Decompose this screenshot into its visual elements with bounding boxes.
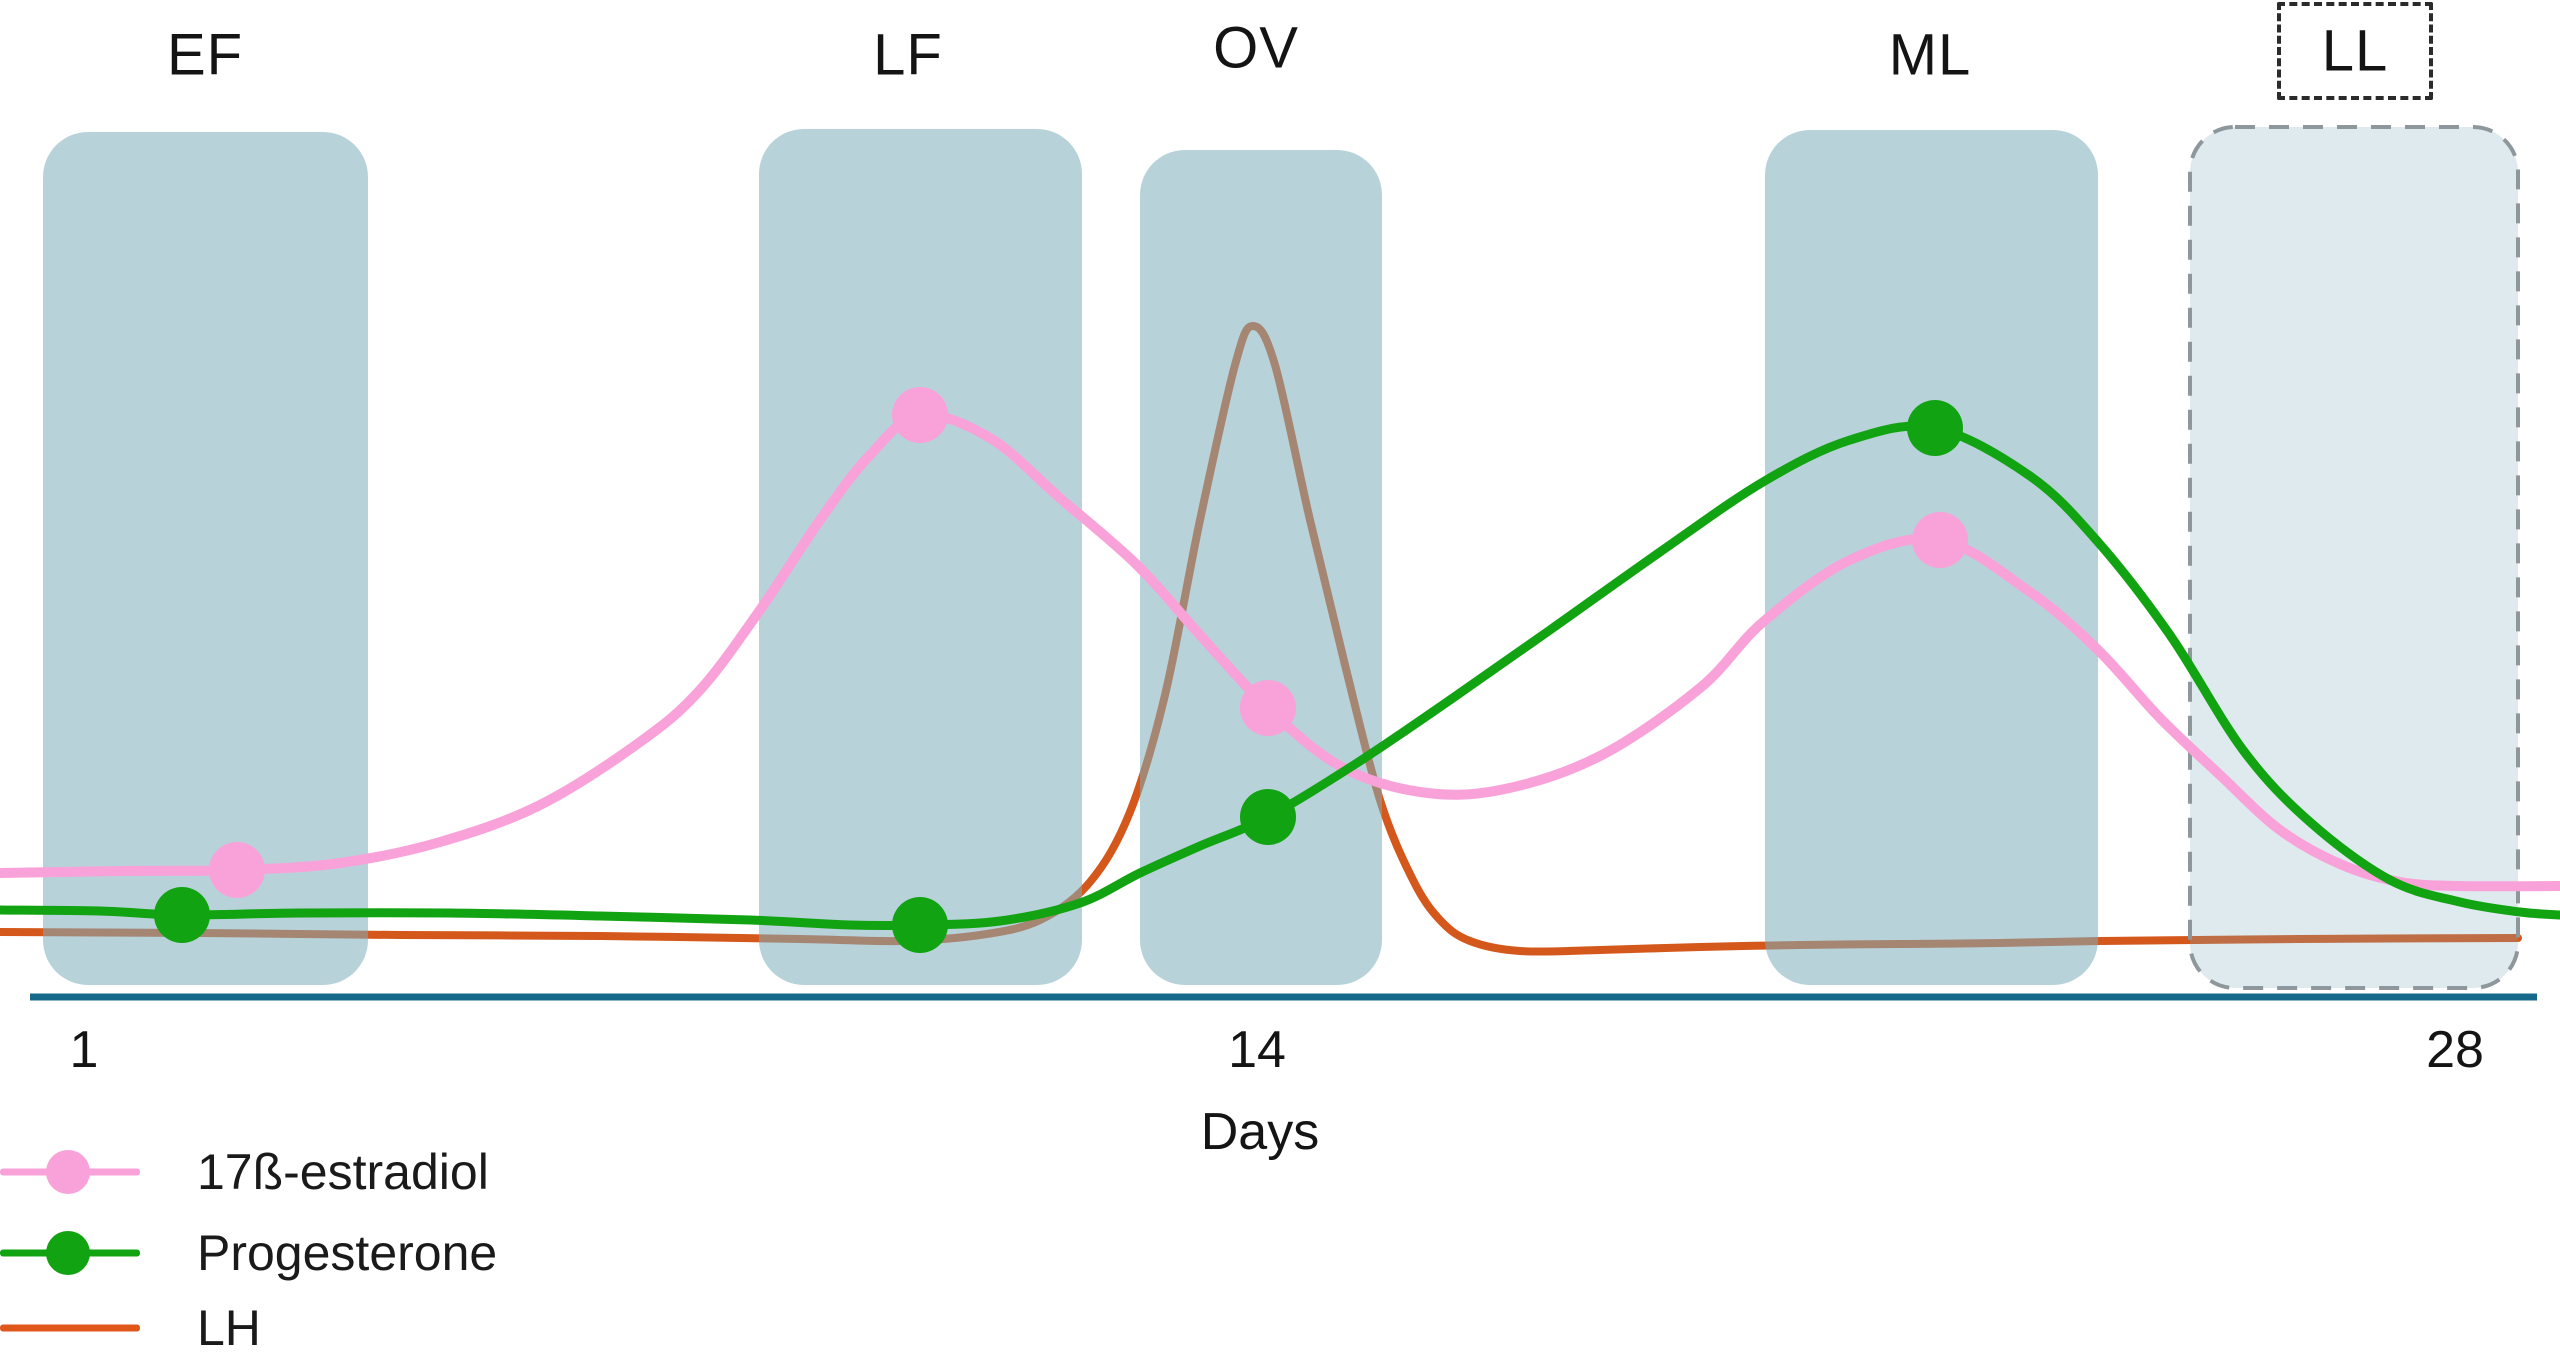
legend-label-estradiol: 17ß-estradiol (197, 1144, 489, 1200)
phase-label-ov: OV (1213, 15, 1299, 81)
progesterone-legend-dot-icon (46, 1231, 90, 1275)
phase-label-box-ll (2277, 2, 2433, 100)
phase-label-ml: ML (1888, 22, 1972, 88)
estradiol-marker (1912, 512, 1968, 568)
estradiol-marker (1240, 680, 1296, 736)
legend-item-lh: LH (0, 1288, 261, 1352)
legend-label-lh: LH (197, 1300, 261, 1352)
phase-band-ef (43, 132, 368, 985)
phase-label-ef: EF (166, 22, 244, 88)
lh-legend-swatch (0, 1288, 168, 1352)
phase-band-ov (1140, 150, 1382, 985)
phase-band-ll (2188, 125, 2520, 990)
progesterone-marker (1907, 400, 1963, 456)
progesterone-marker (154, 887, 210, 943)
x-tick-day-1: 1 (69, 1021, 99, 1079)
progesterone-legend-swatch (0, 1213, 168, 1293)
x-tick-day-28: 28 (2426, 1021, 2484, 1079)
progesterone-marker (892, 897, 948, 953)
phase-label-ll: LL (2321, 18, 2389, 84)
phase-label-lf: LF (873, 22, 943, 88)
estradiol-legend-swatch (0, 1132, 168, 1212)
legend-label-progesterone: Progesterone (197, 1225, 498, 1281)
estradiol-marker (209, 842, 265, 898)
legend-item-estradiol: 17ß-estradiol (0, 1132, 489, 1212)
phase-band-lf (759, 129, 1082, 985)
x-tick-day-14: 14 (1228, 1021, 1286, 1079)
estradiol-legend-dot-icon (46, 1150, 90, 1194)
lh-legend-line (0, 1324, 140, 1332)
legend-item-progesterone: Progesterone (0, 1213, 497, 1293)
progesterone-curve (0, 421, 2560, 931)
progesterone-marker (1240, 789, 1296, 845)
estradiol-marker (892, 387, 948, 443)
x-axis-title: Days (1200, 1103, 1320, 1161)
